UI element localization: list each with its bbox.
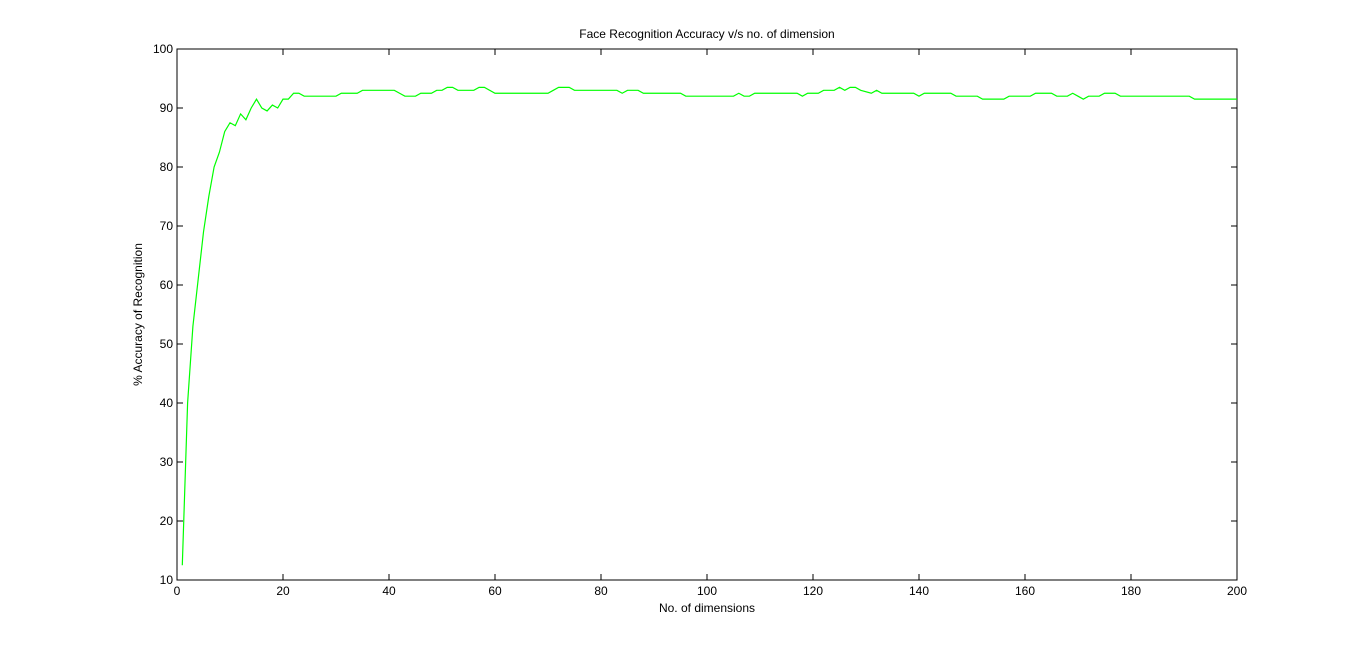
x-tick-label: 140 xyxy=(909,584,929,598)
x-tick-label: 200 xyxy=(1227,584,1247,598)
tick-labels: 0 20 40 60 80 100 120 140 160 180 200 10 20 30 40 50 60 7… xyxy=(153,42,1247,598)
x-tick-label: 80 xyxy=(594,584,608,598)
y-tick-label: 70 xyxy=(160,219,174,233)
y-tick-label: 60 xyxy=(160,278,174,292)
y-tick-label: 10 xyxy=(160,573,174,587)
y-tick-label: 20 xyxy=(160,514,174,528)
chart-title: Face Recognition Accuracy v/s no. of dim… xyxy=(579,27,834,41)
y-tick-label: 100 xyxy=(153,42,173,56)
x-axis-label: No. of dimensions xyxy=(659,601,755,615)
x-tick-label: 60 xyxy=(488,584,502,598)
x-tick-label: 40 xyxy=(382,584,396,598)
y-tick-label: 80 xyxy=(160,160,174,174)
y-tick-label: 90 xyxy=(160,101,174,115)
y-tick-label: 50 xyxy=(160,337,174,351)
x-tick-label: 160 xyxy=(1015,584,1035,598)
x-tick-label: 180 xyxy=(1121,584,1141,598)
plot-area xyxy=(176,48,1238,581)
y-tick-label: 40 xyxy=(160,396,174,410)
y-tick-label: 30 xyxy=(160,455,174,469)
axis-ticks xyxy=(176,48,1238,581)
x-tick-label: 100 xyxy=(697,584,717,598)
series-line xyxy=(181,86,1237,566)
y-axis-label: % Accuracy of Recognition xyxy=(131,243,145,386)
x-tick-label: 0 xyxy=(174,584,181,598)
x-tick-label: 120 xyxy=(803,584,823,598)
x-tick-label: 20 xyxy=(276,584,290,598)
